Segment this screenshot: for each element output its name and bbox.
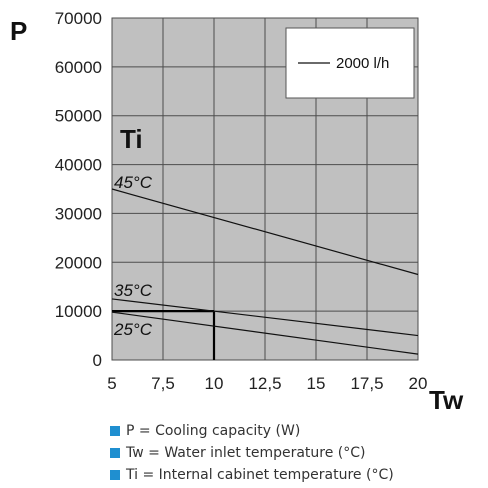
y-tick-label: 50000: [55, 107, 102, 126]
note-text: Ti = Internal cabinet temperature (°C): [126, 467, 394, 483]
note-text: Tw = Water inlet temperature (°C): [126, 445, 366, 461]
y-tick-label: 60000: [55, 58, 102, 77]
note-item: P = Cooling capacity (W): [110, 420, 394, 442]
y-tick-label: 70000: [55, 9, 102, 28]
series-line: [111, 298, 419, 337]
x-tick-label: 12,5: [248, 374, 281, 393]
marker-lines: [112, 310, 216, 360]
series-line: [111, 188, 419, 276]
square-bullet-icon: [110, 470, 120, 480]
legend: 2000 l/h: [285, 27, 415, 99]
square-bullet-icon: [110, 448, 120, 458]
curve-label: 45°C: [114, 173, 153, 192]
y-tick-label: 10000: [55, 302, 102, 321]
y-axis-letter: P: [10, 16, 27, 46]
y-tick-label: 30000: [55, 204, 102, 223]
x-tick-label: 10: [205, 374, 224, 393]
y-tick-labels: 0 10000 20000 30000 40000 50000 60000 70000: [55, 9, 102, 370]
x-tick-label: 17,5: [350, 374, 383, 393]
curve-label: 35°C: [114, 281, 153, 300]
y-tick-label: 40000: [55, 156, 102, 175]
y-tick-label: 20000: [55, 253, 102, 272]
group-label: Ti: [120, 124, 143, 154]
note-item: Ti = Internal cabinet temperature (°C): [110, 464, 394, 486]
series-group: [111, 188, 419, 355]
note-text: P = Cooling capacity (W): [126, 423, 301, 439]
x-tick-label: 15: [307, 374, 326, 393]
x-tick-label: 5: [107, 374, 116, 393]
x-tick-labels: 5 7,5 10 12,5 15 17,5 20: [107, 374, 427, 393]
square-bullet-icon: [110, 426, 120, 436]
chart: 45°C 35°C 25°C 5 7,5 10 12,5 15 17,5 20 0 10000 20…: [10, 9, 464, 415]
x-tick-label: 20: [409, 374, 428, 393]
x-tick-label: 7,5: [151, 374, 175, 393]
y-tick-label: 0: [93, 351, 102, 370]
curve-label: 25°C: [113, 320, 153, 339]
note-item: Tw = Water inlet temperature (°C): [110, 442, 394, 464]
x-axis-letter: Tw: [429, 385, 464, 415]
series-line: [111, 311, 419, 355]
notes-list: P = Cooling capacity (W) Tw = Water inle…: [110, 420, 394, 486]
curve-labels: 45°C 35°C 25°C: [113, 173, 153, 339]
legend-label: 2000 l/h: [336, 55, 389, 72]
